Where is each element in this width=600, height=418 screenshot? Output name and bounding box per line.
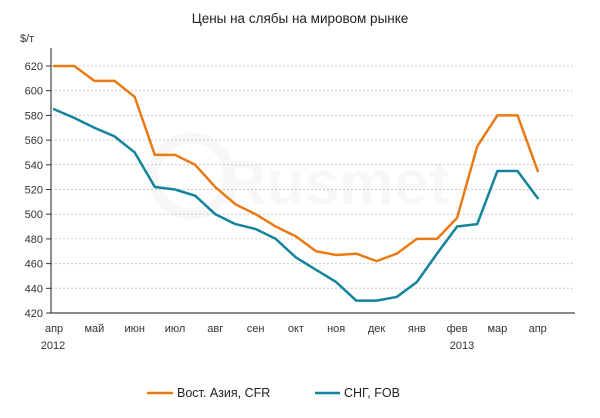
svg-text:авг: авг (207, 323, 223, 335)
svg-text:июн: июн (124, 323, 144, 335)
svg-text:480: 480 (25, 234, 43, 246)
svg-text:520: 520 (25, 185, 43, 197)
svg-text:Rusmet: Rusmet (222, 149, 449, 218)
svg-text:620: 620 (25, 61, 43, 73)
svg-text:СНГ, FOB: СНГ, FOB (344, 386, 400, 400)
svg-text:$/т: $/т (20, 33, 34, 45)
svg-text:окт: окт (288, 323, 304, 335)
svg-text:мар: мар (487, 323, 507, 335)
svg-text:460: 460 (25, 259, 43, 271)
svg-text:Вост. Азия, CFR: Вост. Азия, CFR (177, 386, 270, 400)
svg-text:май: май (84, 323, 104, 335)
svg-text:июл: июл (165, 323, 186, 335)
svg-text:500: 500 (25, 209, 43, 221)
svg-text:янв: янв (408, 323, 426, 335)
svg-text:560: 560 (25, 135, 43, 147)
svg-text:540: 540 (25, 160, 43, 172)
svg-text:580: 580 (25, 110, 43, 122)
svg-text:сен: сен (247, 323, 265, 335)
svg-text:440: 440 (25, 283, 43, 295)
svg-text:ноя: ноя (327, 323, 345, 335)
svg-text:апр: апр (529, 323, 547, 335)
svg-text:600: 600 (25, 86, 43, 98)
svg-text:апр: апр (45, 323, 63, 335)
svg-text:2012: 2012 (41, 340, 65, 352)
svg-text:2013: 2013 (450, 340, 474, 352)
svg-text:дек: дек (368, 323, 386, 335)
svg-text:фев: фев (447, 323, 468, 335)
svg-text:420: 420 (25, 308, 43, 320)
